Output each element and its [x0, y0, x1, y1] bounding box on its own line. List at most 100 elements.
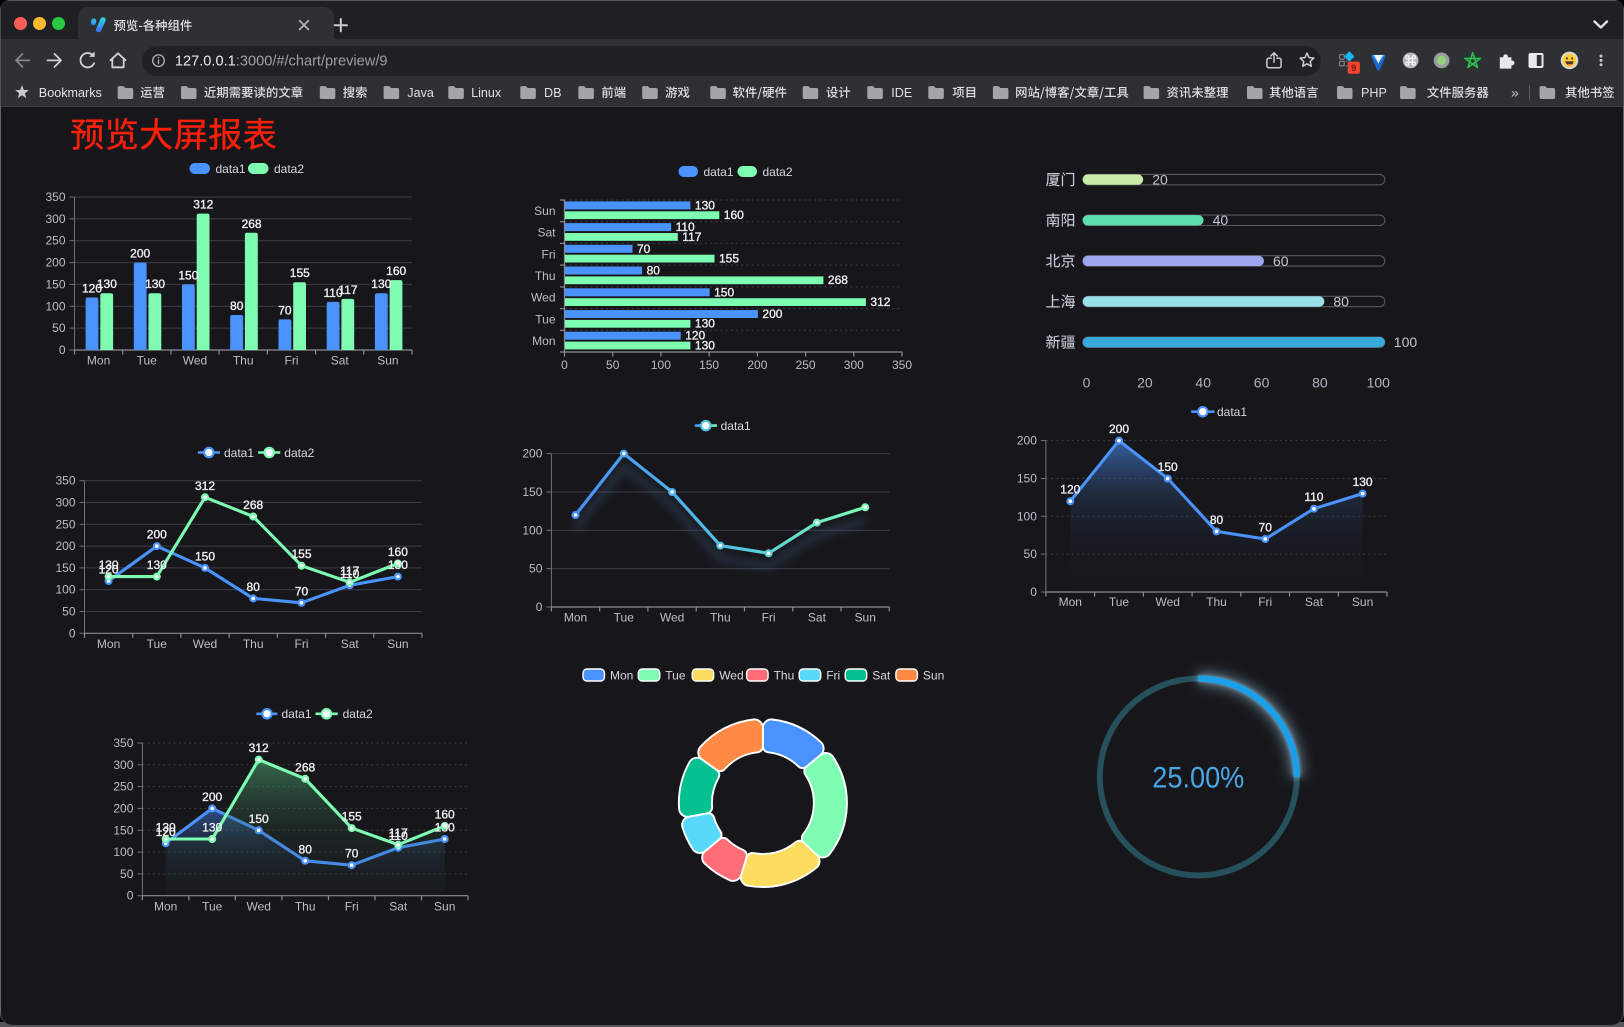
svg-text:Fri: Fri	[542, 247, 556, 261]
svg-text:80: 80	[247, 580, 261, 594]
svg-text:Mon: Mon	[154, 900, 177, 914]
svg-text:312: 312	[195, 479, 215, 493]
svg-text:Sun: Sun	[434, 900, 455, 914]
svg-text:Thu: Thu	[1206, 595, 1227, 609]
svg-text:120: 120	[82, 282, 102, 296]
svg-text:data1: data1	[704, 165, 734, 179]
svg-text:data1: data1	[224, 446, 254, 460]
svg-text:Mon: Mon	[564, 611, 587, 625]
svg-text:Mon: Mon	[87, 354, 110, 368]
svg-text:Tue: Tue	[614, 611, 635, 625]
svg-text:Mon: Mon	[532, 334, 555, 348]
svg-text:9: 9	[1351, 63, 1356, 74]
svg-text:150: 150	[714, 285, 734, 299]
svg-text:50: 50	[1024, 547, 1038, 561]
svg-text:100: 100	[522, 523, 542, 537]
svg-text:110: 110	[676, 220, 695, 234]
svg-text:Mon: Mon	[610, 668, 633, 682]
svg-text:60: 60	[1254, 375, 1270, 391]
svg-text:Sun: Sun	[534, 204, 555, 218]
svg-text:100: 100	[1017, 509, 1037, 523]
svg-text:50: 50	[606, 358, 620, 372]
svg-text:Linux: Linux	[471, 86, 502, 100]
svg-text:110: 110	[324, 286, 343, 300]
svg-text:268: 268	[828, 273, 848, 287]
svg-text:250: 250	[113, 780, 133, 794]
svg-text:200: 200	[762, 307, 782, 321]
svg-text:100: 100	[55, 583, 75, 597]
svg-text:100: 100	[113, 845, 133, 859]
svg-text:»: »	[1511, 85, 1519, 101]
svg-text:Fri: Fri	[762, 611, 776, 625]
svg-text:200: 200	[747, 358, 767, 372]
svg-text:268: 268	[295, 760, 315, 774]
svg-text:Mon: Mon	[1059, 595, 1082, 609]
svg-text:130: 130	[695, 198, 715, 212]
svg-text:data1: data1	[721, 419, 751, 433]
svg-text:110: 110	[389, 829, 408, 843]
svg-text:312: 312	[193, 198, 213, 212]
svg-text:200: 200	[45, 256, 65, 270]
svg-text:350: 350	[892, 358, 912, 372]
svg-text:150: 150	[113, 823, 133, 837]
svg-text:0: 0	[127, 889, 134, 903]
svg-text:Sun: Sun	[923, 668, 944, 682]
svg-text:Wed: Wed	[531, 291, 555, 305]
svg-text:300: 300	[55, 496, 75, 510]
svg-text:200: 200	[522, 447, 542, 461]
svg-text:data2: data2	[274, 162, 304, 176]
svg-text:0: 0	[59, 343, 66, 357]
svg-text:0: 0	[536, 600, 543, 614]
svg-text:70: 70	[345, 847, 359, 861]
svg-text:Sun: Sun	[387, 637, 408, 651]
svg-text:200: 200	[1017, 434, 1037, 448]
svg-text:80: 80	[1333, 294, 1349, 310]
svg-text:80: 80	[230, 299, 244, 313]
svg-text:Wed: Wed	[719, 668, 743, 682]
svg-text:117: 117	[682, 230, 701, 244]
svg-text:80: 80	[1210, 513, 1224, 527]
svg-text:120: 120	[1060, 483, 1080, 497]
svg-text:data2: data2	[284, 446, 314, 460]
svg-text:70: 70	[278, 303, 292, 317]
svg-text:155: 155	[291, 547, 311, 561]
svg-text:130: 130	[202, 821, 222, 835]
svg-text:Wed: Wed	[246, 900, 270, 914]
svg-text:50: 50	[52, 321, 66, 335]
svg-text:Thu: Thu	[233, 354, 254, 368]
svg-text:Thu: Thu	[243, 637, 264, 651]
svg-text:Sat: Sat	[872, 668, 891, 682]
svg-text:250: 250	[55, 517, 75, 531]
svg-text:300: 300	[45, 212, 65, 226]
svg-text:PHP: PHP	[1361, 86, 1387, 100]
svg-text:120: 120	[156, 825, 176, 839]
svg-text:Tue: Tue	[137, 354, 158, 368]
svg-text:312: 312	[249, 741, 269, 755]
svg-text:130: 130	[97, 277, 117, 291]
svg-text::3000/#/chart/preview/9: :3000/#/chart/preview/9	[236, 53, 388, 69]
svg-text:130: 130	[1353, 475, 1373, 489]
svg-text:Fri: Fri	[1258, 595, 1272, 609]
svg-text:Sun: Sun	[1352, 595, 1373, 609]
svg-text:250: 250	[45, 234, 65, 248]
svg-text:130: 130	[145, 277, 165, 291]
svg-text:200: 200	[130, 247, 150, 261]
svg-text:110: 110	[1304, 490, 1323, 504]
svg-text:50: 50	[120, 867, 134, 881]
svg-text:160: 160	[724, 208, 744, 222]
svg-text:80: 80	[1312, 375, 1328, 391]
svg-text:0: 0	[1083, 375, 1091, 391]
svg-text:Sat: Sat	[1305, 595, 1324, 609]
svg-text:Fri: Fri	[295, 637, 309, 651]
svg-text:40: 40	[1213, 212, 1229, 228]
svg-text:120: 120	[685, 329, 705, 343]
svg-text:300: 300	[113, 758, 133, 772]
svg-text:200: 200	[113, 801, 133, 815]
svg-text:100: 100	[651, 358, 671, 372]
svg-text:Sat: Sat	[537, 226, 556, 240]
svg-text:130: 130	[695, 338, 715, 352]
svg-text:155: 155	[290, 266, 310, 280]
svg-text:155: 155	[719, 252, 739, 266]
svg-text:Tue: Tue	[535, 312, 556, 326]
svg-text:150: 150	[195, 549, 215, 563]
